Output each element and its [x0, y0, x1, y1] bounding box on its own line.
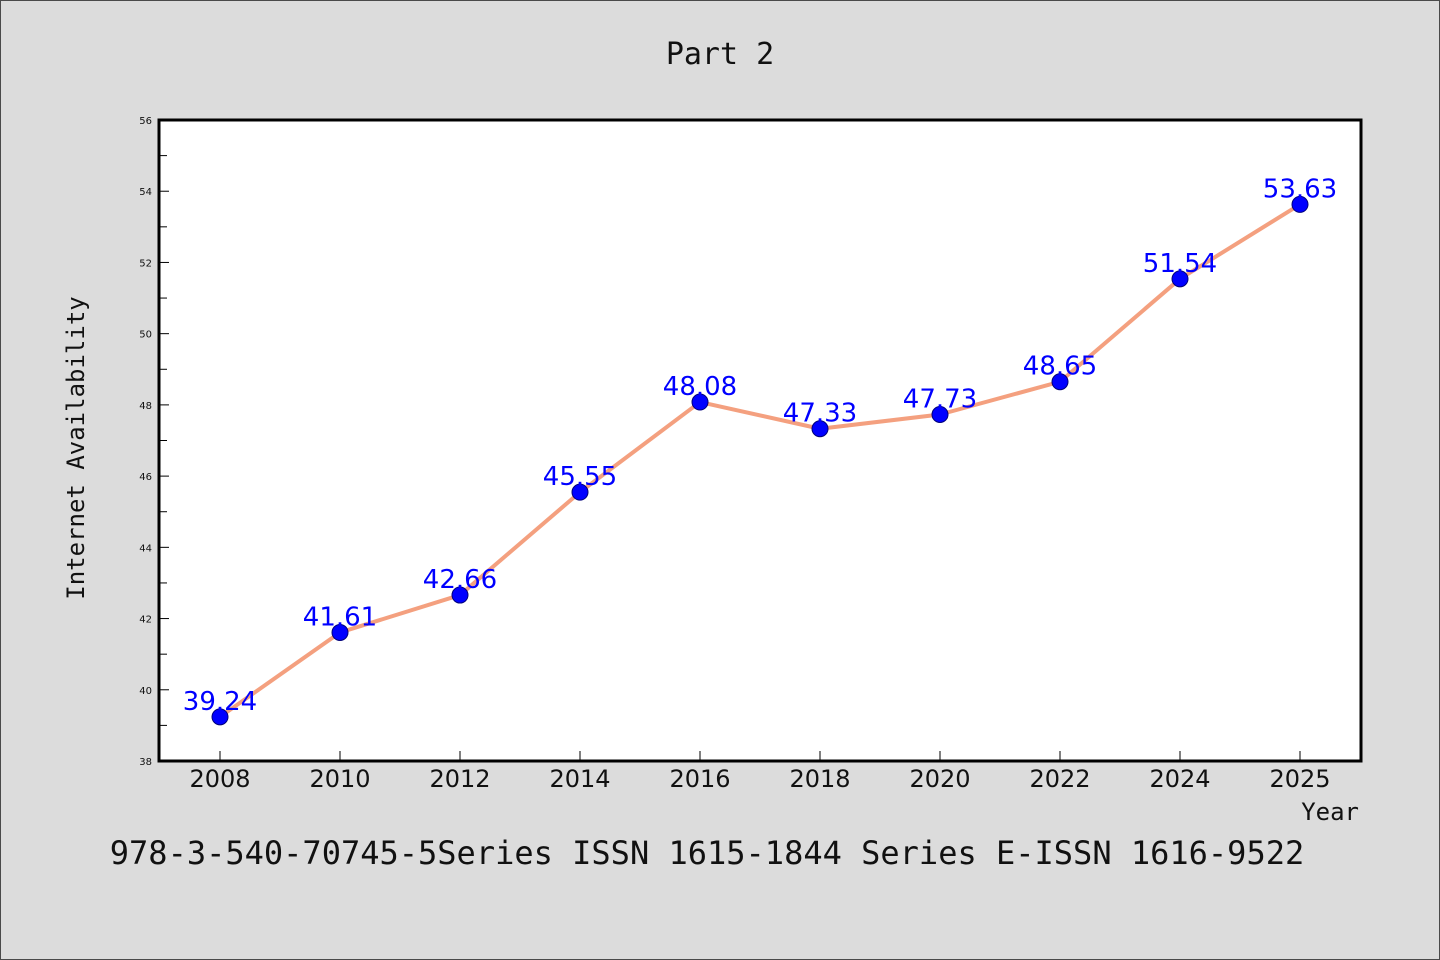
- data-label: 47.73: [903, 385, 977, 415]
- data-label: 39.24: [183, 687, 257, 717]
- x-tick-label: 2020: [909, 765, 970, 793]
- y-tick-label: 44: [139, 543, 152, 554]
- x-tick-label: 2008: [189, 765, 250, 793]
- x-axis-label: Year: [1301, 798, 1359, 826]
- y-tick-label: 50: [139, 330, 152, 341]
- y-tick-label: 52: [139, 258, 152, 269]
- data-label: 51.54: [1143, 249, 1217, 279]
- y-tick-label: 46: [139, 472, 152, 483]
- data-point: [211, 708, 229, 726]
- x-tick-label: 2025: [1269, 765, 1330, 793]
- data-label: 42.66: [423, 565, 497, 595]
- x-tick-label: 2010: [309, 765, 370, 793]
- series-line: 39.24 41.61 42.66 45.55 48.08 47.33 47.73 48.65…: [183, 174, 1337, 726]
- y-tick-label: 42: [139, 615, 152, 626]
- x-tick-label: 2024: [1149, 765, 1210, 793]
- y-tick-label: 54: [139, 187, 152, 198]
- y-axis: 38 40 42 44 46 48 50 52 54 56: [139, 116, 169, 768]
- isbn-caption: 978-3-540-70745-5Series ISSN 1615-1844 S…: [110, 834, 1304, 872]
- x-tick-label: 2018: [789, 765, 850, 793]
- data-point: [1291, 195, 1309, 213]
- data-label: 53.63: [1263, 174, 1337, 204]
- series-polyline: [218, 202, 1302, 719]
- x-tick-label: 2022: [1029, 765, 1090, 793]
- y-axis-label: Internet Availability: [62, 296, 90, 599]
- y-tick-label: 38: [139, 757, 152, 768]
- data-point: [811, 420, 829, 438]
- plot-area: [157, 118, 1363, 763]
- data-point: [1171, 270, 1189, 288]
- data-label: 47.33: [783, 399, 857, 429]
- y-tick-label: 40: [139, 686, 152, 697]
- data-point: [451, 586, 469, 604]
- data-label: 48.65: [1023, 352, 1097, 382]
- y-tick-label: 48: [139, 401, 152, 412]
- data-point: [571, 483, 589, 501]
- y-tick-label: 56: [139, 116, 152, 127]
- data-label: 45.55: [543, 462, 617, 492]
- x-tick-label: 2014: [549, 765, 610, 793]
- data-label: 41.61: [303, 602, 377, 632]
- data-point: [931, 406, 949, 424]
- chart-title: Part 2: [666, 37, 774, 72]
- x-tick-label: 2016: [669, 765, 730, 793]
- data-point: [691, 393, 709, 411]
- data-point: [331, 623, 349, 641]
- x-tick-label: 2012: [429, 765, 490, 793]
- data-label: 48.08: [663, 372, 737, 402]
- x-axis: 2008 2010 2012 2014 2016 2018 2020 2022 2024 2025: [189, 751, 1331, 793]
- data-point: [1051, 373, 1069, 391]
